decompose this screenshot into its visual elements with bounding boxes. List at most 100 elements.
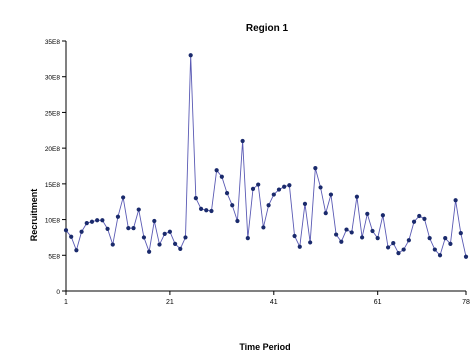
data-point xyxy=(302,201,308,206)
data-point xyxy=(198,206,204,211)
x-tick-label: 61 xyxy=(374,299,382,306)
data-point xyxy=(276,187,282,192)
data-point xyxy=(411,219,417,224)
data-point xyxy=(328,192,334,197)
data-point xyxy=(271,192,276,197)
x-tick-label: 1 xyxy=(64,299,68,306)
data-point xyxy=(365,211,370,216)
y-tick-label: 30E8 xyxy=(45,75,61,82)
data-point xyxy=(292,233,297,239)
data-point xyxy=(266,203,271,208)
data-point xyxy=(391,241,396,246)
data-point xyxy=(89,219,95,224)
x-tick-label: 21 xyxy=(166,299,174,306)
data-point xyxy=(313,166,318,171)
data-point xyxy=(256,182,261,187)
chart-title: Region 1 xyxy=(246,23,289,34)
y-tick-label: 20E8 xyxy=(45,146,61,153)
data-point xyxy=(396,251,401,256)
data-point xyxy=(110,242,115,247)
data-point xyxy=(318,185,323,190)
data-point xyxy=(458,231,463,236)
data-point xyxy=(448,241,453,246)
data-point xyxy=(235,218,240,224)
data-point xyxy=(380,213,385,218)
data-point xyxy=(261,225,266,230)
y-tick-label: 15E8 xyxy=(45,182,61,189)
data-point xyxy=(193,196,198,201)
data-point xyxy=(214,168,219,173)
x-tick-label: 78 xyxy=(462,299,470,306)
series-group xyxy=(63,53,469,259)
data-point xyxy=(188,53,193,58)
x-ticks: 1 21 41 61 78 xyxy=(64,291,470,306)
y-tick-label: 5E8 xyxy=(48,253,60,260)
y-axis-label: Recruitment xyxy=(29,189,39,242)
data-point xyxy=(370,228,375,234)
data-point xyxy=(219,174,224,179)
data-point xyxy=(323,211,328,216)
data-point xyxy=(141,235,147,240)
data-point xyxy=(115,214,121,219)
data-point xyxy=(344,227,349,232)
data-point xyxy=(126,226,131,231)
data-point xyxy=(224,191,230,196)
data-point xyxy=(147,249,152,254)
data-point xyxy=(162,231,167,236)
y-tick-label: 0 xyxy=(56,289,60,296)
data-point xyxy=(152,218,157,224)
data-point xyxy=(463,254,469,259)
data-point xyxy=(385,245,391,250)
data-point xyxy=(427,236,432,241)
data-point xyxy=(63,228,69,233)
y-ticks: 0 5E8 10E8 15E8 20E8 25E8 30E8 35E8 xyxy=(45,39,66,296)
data-point xyxy=(157,242,162,247)
data-point xyxy=(100,218,105,223)
data-point xyxy=(131,226,136,231)
data-point xyxy=(209,208,214,214)
data-point xyxy=(437,253,443,258)
data-point xyxy=(136,207,141,212)
data-point xyxy=(453,198,458,203)
data-point xyxy=(204,208,209,213)
data-point xyxy=(406,238,411,243)
data-point xyxy=(422,216,427,221)
data-point xyxy=(240,138,245,144)
data-point xyxy=(121,195,126,200)
data-point xyxy=(308,240,313,245)
data-point xyxy=(287,183,292,188)
data-point xyxy=(95,218,100,223)
data-point xyxy=(172,241,178,246)
axes xyxy=(65,41,466,292)
data-point xyxy=(250,186,256,191)
data-point xyxy=(417,213,422,219)
data-point xyxy=(282,184,287,189)
data-point xyxy=(375,236,380,241)
y-tick-label: 25E8 xyxy=(45,110,61,117)
x-axis-label: Time Period xyxy=(239,342,290,352)
data-point xyxy=(354,194,360,199)
data-point xyxy=(105,226,110,231)
data-point xyxy=(183,235,188,240)
data-point xyxy=(443,236,448,241)
data-point xyxy=(79,229,84,234)
data-point xyxy=(360,235,365,240)
data-point xyxy=(84,221,89,226)
data-point xyxy=(167,229,172,234)
x-tick-label: 41 xyxy=(270,299,278,306)
y-tick-label: 10E8 xyxy=(45,218,61,225)
data-point xyxy=(334,232,339,237)
y-tick-label: 35E8 xyxy=(45,39,61,46)
data-point xyxy=(245,236,250,241)
data-point xyxy=(230,203,235,208)
data-point xyxy=(401,247,406,252)
data-point xyxy=(69,234,74,239)
data-point xyxy=(339,239,344,244)
data-point xyxy=(74,248,79,253)
data-point xyxy=(297,244,302,249)
data-point xyxy=(178,246,183,251)
data-point xyxy=(432,247,437,252)
